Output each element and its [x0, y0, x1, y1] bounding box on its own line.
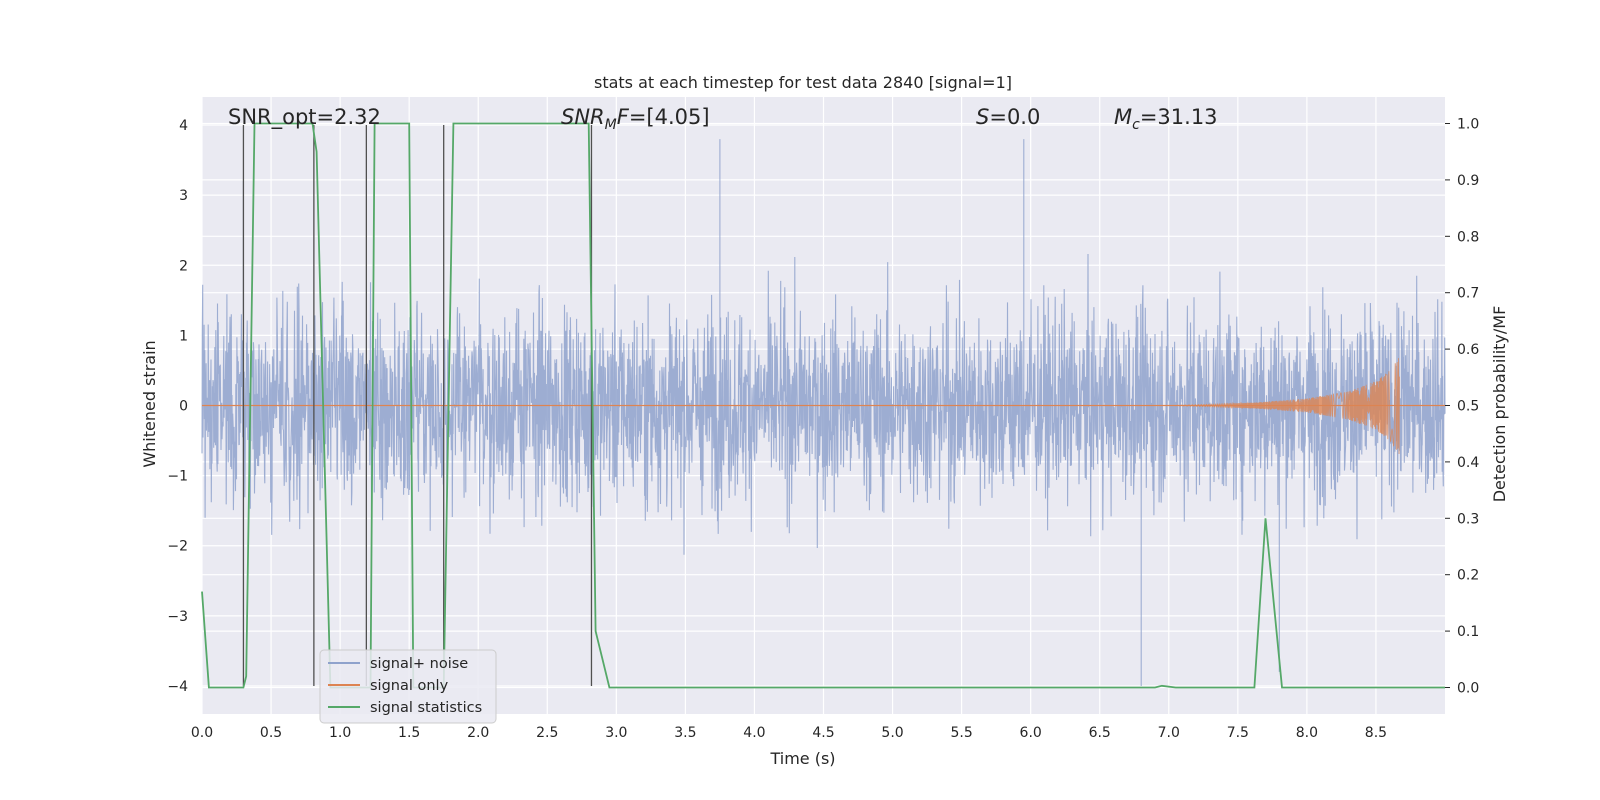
y-right-tick-label: 0.7 — [1457, 286, 1479, 302]
annotation-snr-mf: SNRMF=[4.05] — [561, 105, 710, 133]
x-tick-label: 0.5 — [260, 725, 282, 741]
x-tick-label: 6.5 — [1089, 725, 1111, 741]
y-left-axis-ticks: 4 3 2 1 0 −1 −2 −3 −4 — [167, 118, 188, 695]
y-right-tick-label: 0.4 — [1457, 455, 1479, 471]
legend-label: signal+ noise — [370, 656, 468, 672]
noise-line — [201, 139, 1446, 686]
annotation-snr-opt: SNR_opt=2.32 — [228, 105, 381, 130]
legend-box — [319, 649, 497, 724]
series-signal-only — [202, 358, 1445, 455]
annotation-mc: Mc=31.13 — [1114, 105, 1218, 133]
y-left-tick-label: 0 — [179, 399, 188, 415]
y-left-tick-label: −2 — [167, 539, 188, 555]
y-left-tick-label: −4 — [167, 679, 188, 695]
x-tick-label: 8.5 — [1365, 725, 1387, 741]
x-axis-label: Time (s) — [769, 749, 835, 768]
x-tick-label: 3.0 — [605, 725, 627, 741]
x-tick-label: 1.0 — [329, 725, 351, 741]
x-tick-label: 3.5 — [674, 725, 696, 741]
y-right-tick-label: 0.8 — [1457, 229, 1479, 245]
y-right-tick-label: 0.0 — [1457, 680, 1479, 696]
x-tick-label: 4.5 — [812, 725, 834, 741]
y-left-axis-label: Whitened strain — [140, 340, 159, 467]
legend: signal+ noise signal only signal statistic… — [319, 649, 497, 724]
y-right-tick-label: 0.6 — [1457, 342, 1479, 358]
y-right-tick-label: 0.5 — [1457, 399, 1479, 415]
x-tick-label: 2.5 — [536, 725, 558, 741]
x-tick-label: 1.5 — [398, 725, 420, 741]
y-left-tick-label: 1 — [179, 328, 188, 344]
y-right-tick-label: 0.1 — [1457, 624, 1479, 640]
vertical-markers — [242, 125, 593, 686]
annotation-s-stat: S=0.0 — [976, 105, 1040, 129]
chart-title: stats at each timestep for test data 284… — [594, 73, 1012, 92]
x-tick-label: 7.0 — [1158, 725, 1180, 741]
x-axis-ticks: 0.0 0.5 1.0 1.5 2.0 2.5 3.0 3.5 4.0 4.5 5.0 5.5 6.0 6… — [191, 725, 1387, 741]
x-tick-label: 4.0 — [743, 725, 765, 741]
legend-label: signal statistics — [370, 700, 482, 716]
x-tick-label: 5.0 — [881, 725, 903, 741]
x-tick-label: 6.0 — [1020, 725, 1042, 741]
y-right-tick-label: 1.0 — [1457, 117, 1479, 133]
x-tick-label: 2.0 — [467, 725, 489, 741]
series-signal-noise — [201, 139, 1446, 686]
x-tick-label: 5.5 — [950, 725, 972, 741]
y-right-axis-label: Detection probability/MF — [1490, 306, 1509, 503]
y-right-tick-label: 0.2 — [1457, 568, 1479, 584]
x-tick-label: 8.0 — [1296, 725, 1318, 741]
y-right-tick-label: 0.9 — [1457, 173, 1479, 189]
y-left-tick-label: 3 — [179, 188, 188, 204]
y-right-tick-label: 0.3 — [1457, 511, 1479, 527]
legend-label: signal only — [370, 678, 449, 694]
y-left-tick-label: −1 — [167, 469, 188, 485]
y-left-tick-label: −3 — [167, 609, 188, 625]
annotations: SNR_opt=2.32 SNRMF=[4.05] S=0.0 Mc=31.13 — [228, 105, 1218, 133]
signal-chirp — [1141, 358, 1400, 455]
y-left-tick-label: 4 — [179, 118, 188, 134]
x-tick-label: 7.5 — [1227, 725, 1249, 741]
y-left-tick-label: 2 — [179, 258, 188, 274]
x-tick-label: 0.0 — [191, 725, 213, 741]
y-right-axis-ticks: 1.0 0.9 0.8 0.7 0.6 0.5 0.4 0.3 0.2 0.1 0.0 — [1445, 117, 1479, 696]
